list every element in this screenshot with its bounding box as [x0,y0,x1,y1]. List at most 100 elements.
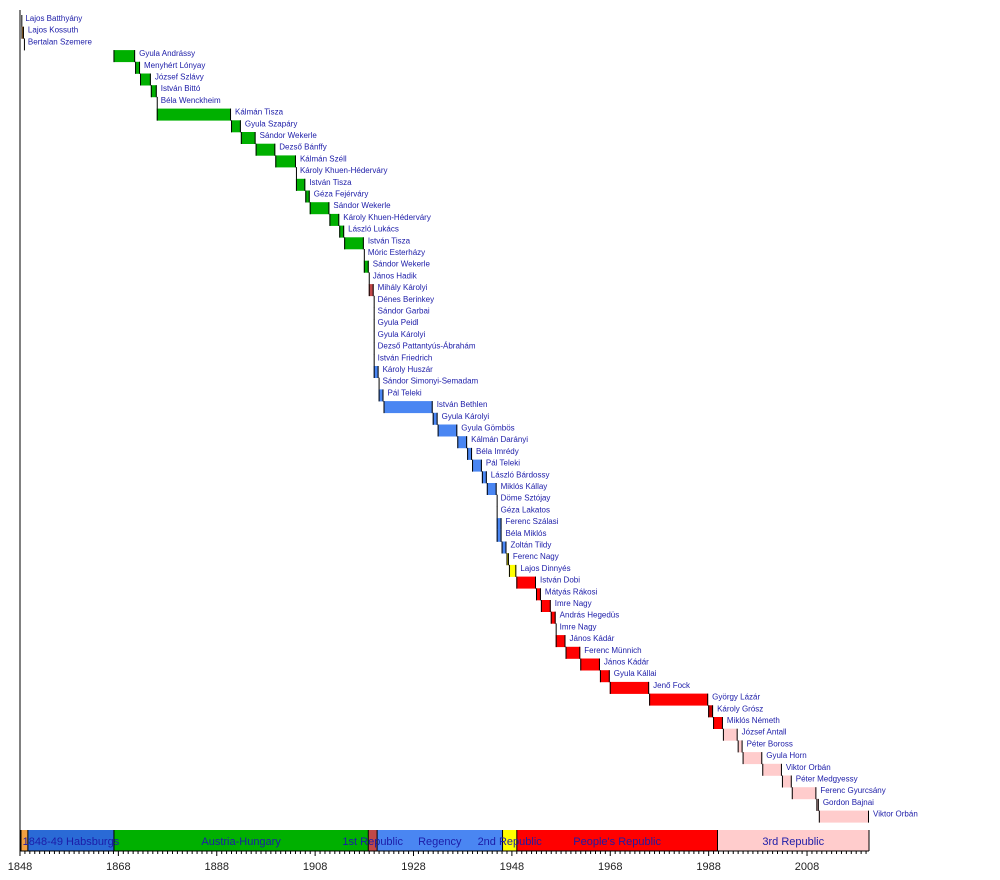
term-label: Gyula Andrássy [139,49,195,58]
term-bars: Lajos Batthyány Lajos Kossuth Bertalan Sze… [21,14,918,823]
term-bar [295,178,306,191]
term-label: Gyula Károlyi [442,412,490,421]
term-bar [496,529,502,542]
term-label: Dezső Pattantyús-Ábrahám [378,342,476,351]
term-bar [275,155,296,168]
term-label: Ferenc Gyurcsány [820,786,885,795]
x-tick-label: 1908 [303,861,327,873]
term-bar [540,600,551,612]
term-label: Sándor Wekerle [373,260,431,269]
term-label: József Szlávy [155,73,204,82]
term-bar [555,635,566,648]
term-bar [135,61,141,74]
term-label: József Antall [742,728,787,737]
term-bar [305,190,310,203]
term-label: Gyula Kállai [614,669,657,678]
term-label: Géza Lakatos [501,505,550,514]
term-label: Gyula Peidl [378,318,419,327]
term-label: Gyula Szapáry [245,119,297,128]
term-label: Imre Nagy [560,622,597,631]
term-label: Viktor Orbán [786,763,831,772]
term-bar [508,564,517,577]
x-tick-label: 2008 [795,861,819,873]
term-bar [467,447,473,460]
term-bar [309,202,330,215]
term-label: Bertalan Szemere [28,37,93,46]
term-bar [486,483,497,495]
term-label: István Bittó [161,84,201,93]
term-label: Béla Miklós [506,529,547,538]
term-bar [506,553,509,566]
x-tick-label: 1888 [205,861,229,873]
x-tick-label: 1928 [401,861,425,873]
term-label: Péter Medgyessy [796,775,858,784]
term-label: István Tisza [309,178,352,187]
term-bar [150,85,157,98]
term-label: Gyula Károlyi [378,330,426,339]
term-label: Dénes Berinkey [378,295,434,304]
era-segment [368,830,378,851]
term-label: Károly Khuen-Héderváry [300,166,388,175]
term-label: Kálmán Tisza [235,108,284,117]
era-label: Regency [418,836,462,848]
term-bar [240,132,256,144]
x-tick-label: 1868 [106,861,130,873]
term-label: János Kádár [570,634,615,643]
term-label: Ferenc Szálasi [506,517,559,526]
term-label: Jenő Fock [653,681,691,690]
term-label: István Tisza [368,236,411,245]
term-label: László Lukács [348,225,399,234]
term-bar [255,143,276,156]
era-label: 1848-49 Habsburgs [23,836,120,848]
term-bar [501,541,507,554]
term-bar [816,798,819,811]
term-label: András Hegedüs [560,611,620,620]
term-label: Lajos Batthyány [25,14,82,23]
term-bar [649,693,709,706]
term-label: Gordon Bajnai [823,798,874,807]
x-tick-label: 1848 [8,861,32,873]
era-segment [717,830,869,851]
term-bar [708,705,714,718]
era-label: 1st Republic [342,836,403,848]
term-label: Móric Esterházy [368,248,425,257]
term-label: Károly Khuen-Héderváry [343,213,431,222]
term-label: Zoltán Tildy [510,541,551,550]
era-segment [516,830,718,851]
term-bar [580,658,600,671]
term-label: Ferenc Münnich [584,646,641,655]
era-label: 3rd Republic [762,836,824,848]
era-band: 1848-49 Habsburgs Austria-Hungary 1st Repu… [20,830,870,851]
term-label: Imre Nagy [555,599,592,608]
term-bar [156,108,232,121]
era-label: Austria-Hungary [201,836,281,848]
term-label: Menyhért Lónyay [144,61,205,70]
term-bar [373,366,379,378]
term-label: Pál Teleki [486,459,520,468]
term-bar [472,459,482,472]
term-bar [339,225,345,238]
x-tick-label: 1968 [598,861,622,873]
term-label: János Kádár [604,658,649,667]
term-label: Károly Grósz [717,704,763,713]
term-label: Mihály Károlyi [378,283,428,292]
term-bar [565,646,581,659]
term-label: Miklós Kállay [501,482,548,491]
term-bar [535,588,541,601]
term-label: Dezső Bánffy [279,143,326,152]
era-label: 2nd Republic [478,836,543,848]
term-bar [432,412,438,425]
term-label: István Dobi [540,576,580,585]
era-segment [20,830,28,851]
term-bar [21,26,24,39]
term-bar [344,237,364,250]
term-bar [113,50,136,63]
term-bar [437,424,458,437]
term-bar [722,728,738,741]
term-bar [737,740,743,753]
era-segment [113,830,369,851]
term-bar [231,120,241,133]
term-bar [329,213,340,226]
term-bar [762,763,782,776]
